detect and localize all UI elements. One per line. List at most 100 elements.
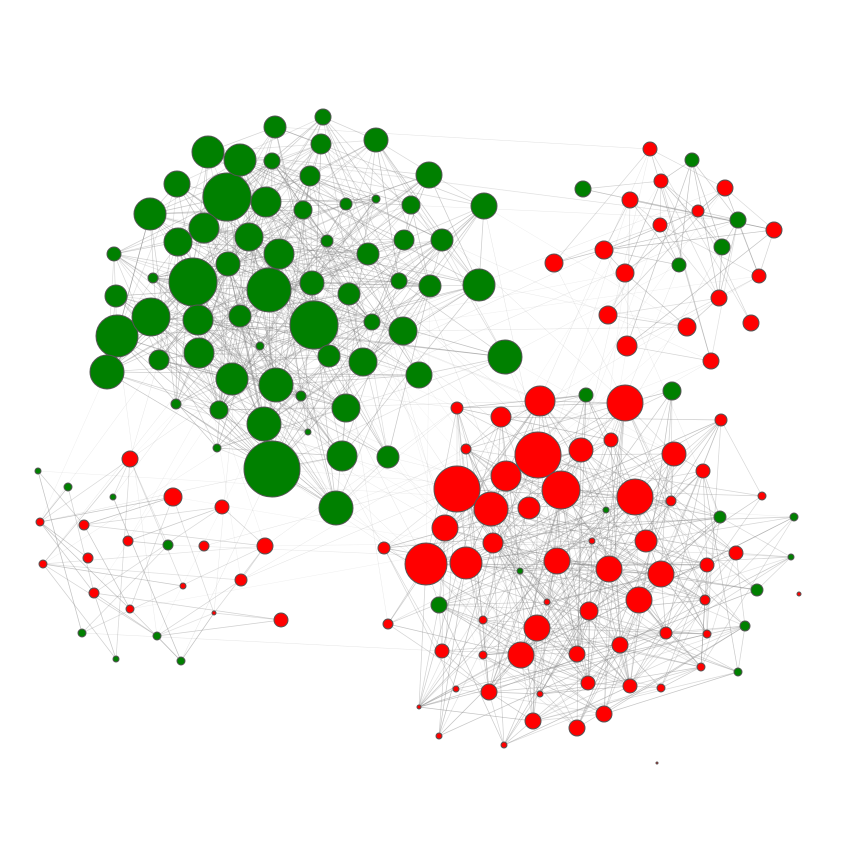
edge-384 [218,409,266,547]
node-red-76 [490,406,512,428]
edge-1079 [81,545,266,634]
edge-772 [492,542,640,601]
edge-877 [629,552,737,687]
edge-890 [482,619,605,715]
node-red-137 [716,179,734,197]
edge-114 [150,316,273,470]
edge-616 [456,407,492,510]
edge-1025 [624,187,726,274]
edge-801 [645,516,795,542]
edge-910 [488,691,505,746]
edge-442 [320,143,404,332]
edge-867 [503,644,621,746]
edge-973 [539,666,702,695]
edge-813 [660,390,673,575]
edge-745 [556,453,675,562]
edge-862 [576,272,626,655]
edge-1027 [607,187,726,316]
node-green-162 [162,539,174,551]
node-green-46 [487,339,523,375]
node-green-31 [376,445,400,469]
node-red-112 [478,615,488,625]
edge-573 [203,454,539,547]
edge-852 [576,653,631,687]
node-red-74 [431,514,459,542]
edge-121 [271,321,373,470]
node-green-61 [212,443,222,453]
edge-480 [320,143,405,241]
node-red-168 [88,587,100,599]
node-green-176 [34,467,42,475]
edge-177 [149,213,160,361]
edge-1003 [737,625,746,673]
edge-938 [702,470,721,518]
edge-266 [227,253,369,265]
edge-957 [735,552,792,558]
node-green-30 [318,490,354,526]
node-green-11 [188,212,220,244]
edge-718 [465,562,739,673]
edge-1065 [115,458,131,660]
edge-1016 [660,180,699,212]
edge-1057 [240,275,760,581]
node-green-52 [299,165,321,187]
node-red-166 [82,552,94,564]
edge-902 [532,625,746,722]
node-green-125 [662,381,682,401]
edge-342 [231,174,430,380]
node-green-35 [337,282,361,306]
edge-969 [418,633,708,708]
edge-879 [503,685,631,746]
edge-922 [456,394,587,409]
edge-287 [197,319,330,357]
edge-1077 [83,524,266,547]
node-red-85 [625,586,653,614]
edge-818 [576,599,640,729]
edge-1072 [221,506,266,547]
node-green-41 [430,228,454,252]
edge-880 [539,685,631,695]
edge-856 [576,540,593,655]
edge-80 [116,183,178,337]
edge-427 [335,360,712,509]
edge-1083 [127,540,169,546]
edge-99 [106,355,330,373]
edge-396 [322,116,364,363]
node-green-173 [77,628,87,638]
edge-760 [556,439,612,562]
node-red-97 [434,643,450,659]
node-green-143 [574,180,592,198]
edge-482 [403,239,548,603]
edge-265 [227,263,373,323]
edge-677 [624,402,706,601]
edge-912 [387,623,490,693]
edge-205 [265,201,350,295]
edge-259 [198,263,229,354]
edge-1045 [626,229,775,347]
node-red-149 [751,268,767,284]
edge-358 [275,198,377,386]
edge-1031 [629,199,680,266]
edge-945 [670,500,706,601]
edge-830 [520,654,631,687]
edge-731 [482,507,530,621]
edge-98 [106,371,220,411]
edge-559 [307,431,702,668]
edge-1084 [81,544,169,634]
edge-680 [553,262,626,404]
edge-903 [532,671,739,722]
node-red-73 [616,478,654,516]
node-red-109 [696,662,706,672]
edge-870 [488,682,589,693]
edge-414 [152,277,343,457]
edge-956 [735,552,746,627]
edge-1056 [626,275,760,347]
edge-394 [362,239,443,363]
edge-627 [560,453,675,491]
edge-485 [410,204,431,287]
edge-849 [438,604,590,612]
node-green-1 [168,257,218,307]
node-red-118 [452,685,460,693]
edge-989 [539,625,746,695]
node-green-40 [390,272,408,290]
